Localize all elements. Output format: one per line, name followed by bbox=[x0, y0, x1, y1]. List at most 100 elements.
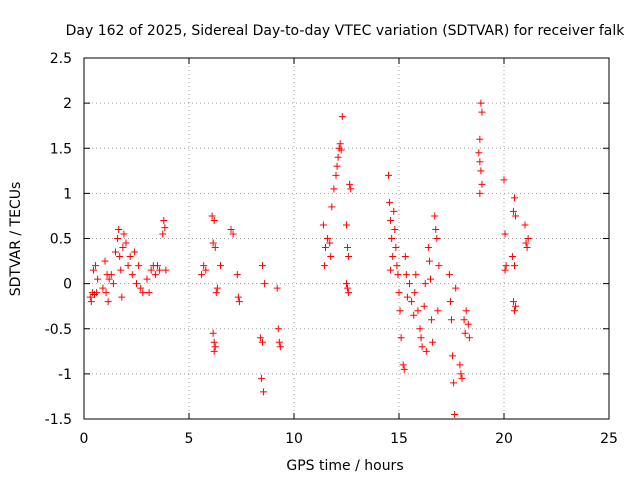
data-point bbox=[511, 194, 518, 202]
data-point bbox=[451, 410, 459, 418]
data-point bbox=[122, 239, 130, 247]
data-point bbox=[154, 262, 161, 270]
data-point bbox=[256, 334, 264, 342]
data-point bbox=[501, 230, 509, 238]
chart-title: Day 162 of 2025, Sidereal Day-to-day VTE… bbox=[66, 23, 626, 39]
data-point bbox=[327, 253, 335, 261]
data-point bbox=[391, 225, 399, 233]
data-point bbox=[275, 338, 283, 346]
data-point bbox=[210, 347, 218, 355]
data-point bbox=[86, 293, 94, 301]
data-point bbox=[511, 262, 518, 270]
data-point bbox=[124, 262, 132, 270]
data-point bbox=[387, 216, 395, 224]
data-point bbox=[274, 325, 282, 333]
data-point bbox=[87, 298, 95, 306]
grid bbox=[84, 58, 609, 419]
data-point bbox=[478, 180, 486, 188]
data-point bbox=[257, 374, 265, 382]
data-point bbox=[445, 271, 453, 279]
data-point bbox=[118, 293, 126, 301]
data-point bbox=[435, 262, 443, 270]
data-point bbox=[458, 374, 466, 382]
data-point bbox=[319, 221, 327, 229]
data-point bbox=[322, 244, 329, 252]
data-point bbox=[406, 280, 413, 288]
x-axis-label: GPS time / hours bbox=[286, 458, 403, 474]
data-point bbox=[130, 248, 138, 256]
data-point bbox=[337, 146, 345, 154]
data-point bbox=[399, 361, 407, 369]
data-point bbox=[477, 99, 485, 107]
data-point bbox=[344, 244, 352, 252]
data-point bbox=[475, 149, 483, 157]
data-point bbox=[450, 379, 458, 387]
y-tick-label: 2 bbox=[63, 96, 72, 112]
y-tick-label: -1.5 bbox=[45, 412, 72, 428]
data-point bbox=[143, 275, 151, 283]
data-point bbox=[324, 235, 332, 242]
data-point bbox=[139, 289, 147, 297]
data-point bbox=[328, 203, 336, 211]
data-point bbox=[425, 257, 433, 265]
data-point bbox=[102, 289, 110, 297]
data-point bbox=[401, 253, 409, 261]
data-point bbox=[117, 266, 125, 274]
data-point bbox=[261, 280, 269, 288]
data-point bbox=[99, 284, 107, 292]
data-point bbox=[386, 198, 394, 206]
data-point bbox=[476, 189, 484, 197]
data-point bbox=[523, 244, 531, 252]
data-point bbox=[235, 298, 243, 306]
data-point bbox=[410, 311, 418, 319]
data-point bbox=[161, 224, 169, 232]
data-point bbox=[259, 338, 266, 346]
data-point bbox=[449, 352, 457, 360]
data-point bbox=[395, 289, 403, 297]
data-point bbox=[233, 271, 241, 279]
y-tick-label: 0 bbox=[63, 277, 72, 293]
x-tick-label: 5 bbox=[185, 431, 194, 447]
data-point bbox=[512, 302, 520, 310]
data-point bbox=[109, 280, 117, 288]
data-point bbox=[273, 284, 281, 292]
data-point bbox=[394, 271, 402, 279]
data-point bbox=[151, 271, 159, 279]
data-point bbox=[403, 293, 411, 301]
data-point bbox=[159, 230, 167, 238]
y-tick-label: 0.5 bbox=[50, 232, 72, 248]
data-point bbox=[209, 329, 217, 337]
data-point bbox=[326, 239, 334, 247]
data-point bbox=[260, 388, 268, 396]
data-point bbox=[217, 262, 224, 270]
data-point bbox=[392, 244, 400, 252]
data-point bbox=[387, 266, 395, 274]
data-point bbox=[343, 280, 350, 288]
data-point bbox=[390, 207, 398, 215]
data-point bbox=[478, 108, 486, 116]
data-point bbox=[411, 289, 419, 297]
data-point bbox=[135, 262, 143, 270]
data-point bbox=[465, 334, 473, 342]
data-point bbox=[432, 225, 440, 233]
data-point bbox=[107, 271, 115, 279]
data-point bbox=[464, 320, 472, 328]
data-point bbox=[346, 180, 354, 188]
data-point bbox=[210, 216, 218, 224]
data-point bbox=[412, 271, 420, 279]
data-point bbox=[452, 284, 460, 292]
data-point bbox=[477, 167, 485, 175]
data-point bbox=[400, 365, 408, 373]
data-point bbox=[402, 271, 410, 279]
data-point bbox=[343, 221, 350, 229]
data-point bbox=[433, 235, 441, 242]
data-point bbox=[456, 361, 464, 369]
data-point bbox=[198, 271, 206, 279]
data-point bbox=[213, 284, 221, 292]
data-point bbox=[200, 262, 208, 270]
data-point bbox=[104, 298, 112, 306]
data-point bbox=[333, 162, 341, 170]
data-point bbox=[276, 343, 284, 351]
data-point bbox=[408, 298, 416, 306]
data-point bbox=[202, 266, 210, 274]
